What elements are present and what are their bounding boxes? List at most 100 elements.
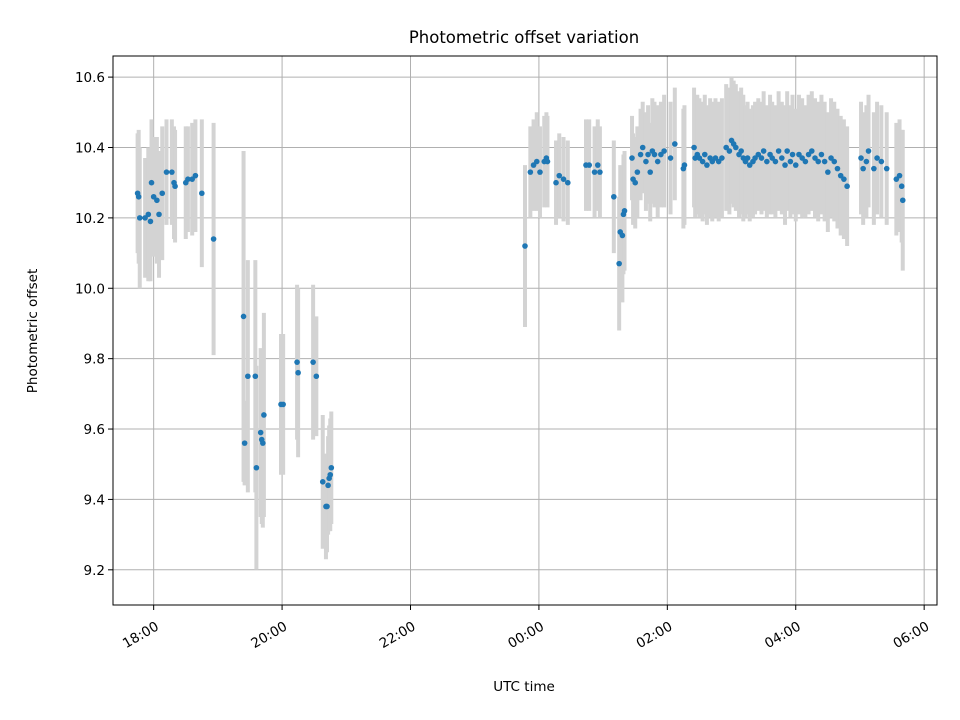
data-point (260, 440, 266, 446)
data-point (758, 155, 765, 161)
data-point (634, 169, 641, 175)
data-point (719, 155, 725, 161)
data-point (645, 151, 651, 158)
y-tick-label: 9.6 (84, 422, 105, 438)
data-point (744, 155, 751, 161)
data-point (565, 179, 571, 186)
y-tick-label: 10.0 (75, 281, 105, 297)
grid-lines (113, 56, 937, 605)
y-tick-label: 10.4 (75, 141, 105, 157)
chart-title: Photometric offset variation (409, 28, 639, 47)
y-axis-label: Photometric offset (25, 269, 41, 393)
data-point (821, 158, 828, 165)
y-axis-ticks: 9.2 9.4 9.6 9.8 10.0 10.2 10.4 10.6 (75, 70, 113, 579)
data-point (815, 158, 822, 165)
data-point (611, 193, 617, 200)
data-point (874, 155, 880, 161)
data-point (319, 479, 326, 485)
data-point (597, 169, 603, 175)
data-point (241, 440, 248, 446)
data-point (148, 179, 155, 186)
data-point (619, 232, 626, 239)
data-point (621, 208, 628, 214)
data-point (704, 162, 710, 168)
data-point (257, 429, 264, 436)
data-point (629, 155, 635, 161)
data-point (701, 151, 708, 158)
data-point (591, 169, 598, 175)
data-point (156, 211, 162, 218)
data-point (327, 471, 334, 478)
data-point (863, 158, 870, 165)
data-point (154, 197, 160, 204)
data-point (808, 148, 815, 154)
data-point (185, 176, 191, 182)
data-point (651, 151, 658, 158)
data-point (594, 162, 601, 168)
data-point (775, 148, 782, 154)
data-point (672, 141, 678, 147)
data-point (310, 359, 316, 365)
data-point (632, 179, 639, 186)
data-point (738, 148, 744, 154)
data-point (844, 183, 850, 190)
data-point (147, 218, 154, 225)
data-point (294, 359, 300, 365)
data-point (818, 151, 825, 158)
data-point (643, 158, 649, 165)
data-point (661, 148, 667, 154)
data-point (779, 155, 785, 161)
data-point (295, 369, 301, 376)
y-tick-label: 9.4 (84, 492, 105, 508)
data-point (136, 215, 143, 221)
data-point (787, 158, 794, 165)
data-point (699, 158, 706, 165)
data-point (858, 155, 864, 161)
data-point (782, 162, 788, 168)
x-axis-label: UTC time (493, 679, 555, 695)
data-point (654, 158, 661, 165)
data-point (637, 151, 644, 158)
data-point (169, 169, 175, 175)
data-point (522, 243, 528, 249)
data-points (134, 137, 906, 510)
data-point (172, 183, 178, 190)
data-point (647, 169, 654, 175)
data-point (691, 144, 697, 151)
data-point (560, 176, 567, 182)
data-point (199, 190, 205, 197)
y-tick-label: 9.8 (84, 352, 105, 368)
data-point (586, 162, 593, 168)
data-point (324, 503, 330, 510)
data-point (760, 148, 767, 154)
data-point (726, 148, 733, 154)
data-point (325, 482, 331, 489)
data-point (533, 158, 540, 165)
data-point (527, 169, 534, 175)
data-point (616, 260, 622, 267)
y-tick-label: 10.2 (75, 211, 105, 227)
data-point (252, 373, 259, 380)
data-point (865, 148, 872, 154)
data-point (556, 172, 563, 179)
data-point (764, 158, 770, 165)
data-point (261, 412, 267, 418)
data-point (245, 373, 251, 380)
data-point (789, 151, 796, 158)
data-point (792, 162, 799, 168)
data-point (210, 236, 217, 242)
data-point (328, 464, 335, 471)
data-point (253, 464, 260, 471)
data-point (871, 165, 877, 172)
data-point (163, 169, 170, 175)
y-tick-label: 9.2 (84, 563, 105, 579)
data-point (192, 172, 199, 179)
data-point (553, 179, 559, 186)
data-point (841, 176, 847, 182)
data-point (772, 158, 779, 165)
data-point (883, 165, 890, 172)
data-point (681, 162, 688, 168)
data-point (280, 401, 286, 408)
data-point (145, 211, 152, 218)
